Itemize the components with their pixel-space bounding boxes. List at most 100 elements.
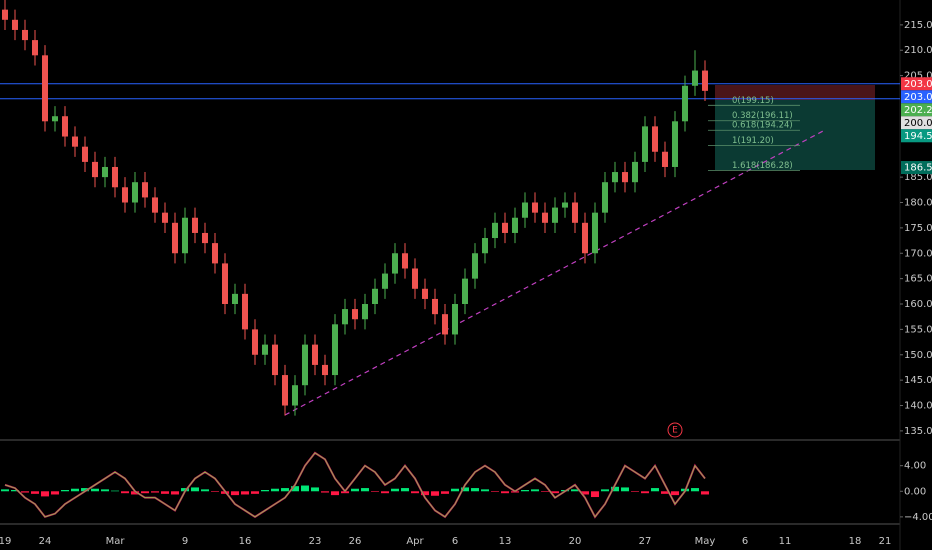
candle-body [242,293,248,330]
candle-body [362,304,368,320]
histogram-bar [421,491,429,496]
price-label: 194.50 [904,131,932,142]
y-tick-label: 180.00 [904,198,932,209]
histogram-bar [91,488,99,492]
histogram-bar [651,488,659,492]
histogram-bar [571,489,579,492]
x-tick-label: Apr [406,536,424,547]
candle-body [132,182,138,203]
fib-label: 0.382(196.11) [732,111,793,121]
histogram-bar [81,488,89,492]
candle-body [102,166,108,178]
candle-body [212,243,218,264]
trend-line [284,129,826,416]
candle-body [522,202,528,218]
candle-body [682,85,688,122]
histogram-bar [531,489,539,492]
histogram-bar [451,488,459,492]
x-tick-label: 19 [0,536,11,547]
candle-body [162,212,168,223]
candle-body [542,212,548,223]
indicator-tick-label: 0.00 [904,486,926,497]
price-label-box [901,103,932,117]
histogram-bar [141,491,149,494]
y-tick-label: 165.00 [904,274,932,285]
candle-body [632,161,638,183]
histogram-bar [251,491,259,494]
histogram-bar [551,491,559,494]
histogram-bar [661,491,669,494]
candle-body [142,182,148,198]
histogram-bar [21,491,29,493]
candle-body [232,293,238,305]
earnings-marker[interactable]: E [672,426,678,436]
earnings-circle[interactable] [667,422,683,438]
candle-body [322,364,328,376]
histogram-bar [311,487,319,492]
histogram-bar [461,487,469,492]
histogram-bar [261,490,269,492]
histogram-bar [271,488,279,492]
candle-body [382,273,388,289]
histogram-bar [31,491,39,494]
histogram-bar [381,491,389,494]
histogram-bar [521,490,529,492]
x-tick-label: 6 [742,536,748,547]
price-label: 203.00 [904,92,932,103]
histogram-bar [541,491,549,492]
candle-body [92,161,98,178]
histogram-bar [621,487,629,492]
candle-body [342,309,348,325]
price-label: 203.00 [904,79,932,90]
histogram-bar [411,491,419,494]
histogram-bar [601,489,609,492]
candle-body [402,253,408,269]
candle-body [572,202,578,223]
candle-body [122,187,128,203]
candle-body [562,202,568,208]
x-tick-label: 6 [452,536,458,547]
histogram-bar [11,490,19,492]
x-tick-label: 9 [182,536,188,547]
histogram-bar [701,491,709,495]
candle-body [332,324,338,376]
price-label-box [901,161,932,175]
histogram-bar [41,491,49,497]
candle-body [22,29,28,41]
histogram-bar [691,488,699,492]
candle-body [152,197,158,213]
histogram-bar [211,491,219,492]
x-tick-label: 23 [309,536,322,547]
histogram-bar [351,488,359,492]
price-label-box [901,116,932,130]
histogram-bar [1,489,9,492]
histogram-bar [71,488,79,492]
x-tick-label: May [695,536,716,547]
histogram-bar [361,488,369,492]
histogram-bar [331,491,339,496]
histogram-bar [371,491,379,492]
candle-body [32,40,38,56]
indicator-tick-label: 4.00 [904,461,926,472]
x-tick-label: Mar [106,536,126,547]
x-tick-label: 18 [849,536,862,547]
candle-body [582,222,588,254]
candle-body [2,9,8,20]
candle-body [312,344,318,365]
histogram-bar [591,491,599,498]
x-tick-label: 26 [349,536,362,547]
fib-label: 1(191.20) [732,136,774,146]
histogram-bar [611,486,619,492]
candle-body [442,314,448,335]
x-tick-label: 13 [499,536,512,547]
histogram-bar [431,491,439,496]
candle-body [372,288,378,305]
histogram-bar [171,491,179,495]
candle-body [12,19,18,30]
price-label: 200.00 [904,118,932,129]
candle-body [352,309,358,320]
histogram-bar [151,491,159,493]
